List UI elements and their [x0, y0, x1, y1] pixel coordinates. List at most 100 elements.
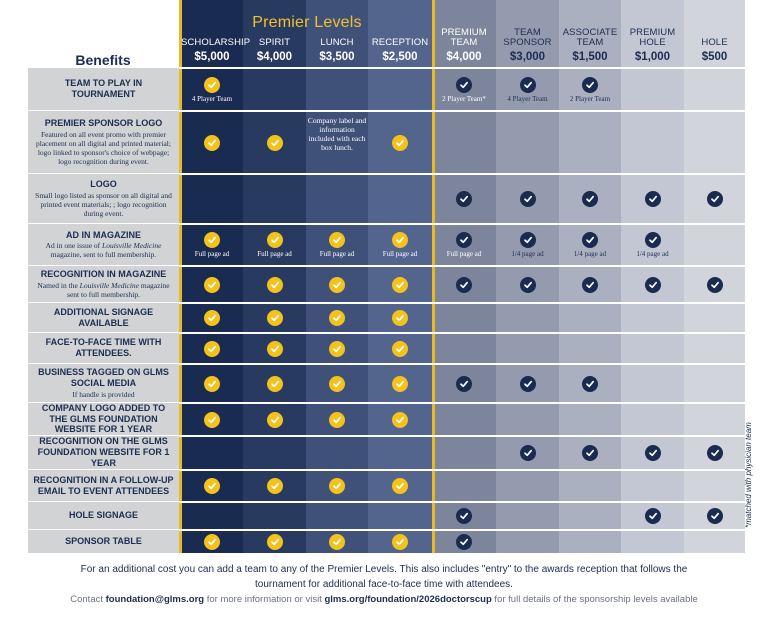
benefit-cell: HOLE SIGNAGE: [28, 502, 179, 529]
check-icon: [204, 134, 220, 151]
benefit-title: LOGO: [90, 179, 117, 190]
check-icon: [392, 534, 408, 550]
check-icon: [329, 232, 345, 248]
benefit-cell: LOGO Small logo listed as sponsor on all …: [28, 174, 179, 223]
check-icon: [519, 276, 536, 293]
row-divider: [28, 501, 745, 503]
check-icon: [329, 375, 345, 392]
benefit-description: If handle is provided: [72, 389, 135, 399]
benefit-cell: ADDITIONAL SIGNAGE AVAILABLE: [28, 303, 179, 332]
check-caption: 2 Player Team: [569, 94, 611, 103]
check-caption: 4 Player Team: [507, 94, 548, 103]
check-icon: [329, 534, 345, 550]
row-divider: [28, 265, 745, 267]
check-caption: Full page ad: [257, 250, 292, 258]
check-icon: [329, 310, 345, 326]
benefit-title: RECOGNITION IN A FOLLOW-UP EMAIL TO EVEN…: [33, 474, 174, 496]
column-name: RECEPTION: [371, 37, 429, 48]
column-header: SCHOLARSHIP $5,000: [181, 37, 251, 63]
column-header: ASSOCIATE TEAM $1,500: [559, 28, 621, 63]
check-icon: [204, 232, 220, 248]
check-icon: [392, 232, 408, 248]
row-divider: [28, 435, 745, 437]
check-icon: [204, 411, 220, 428]
contact-middle: for more information or visit: [204, 594, 325, 605]
check-caption: 1/4 page ad: [511, 250, 544, 258]
check-icon: [644, 276, 661, 293]
check-icon: [456, 534, 472, 550]
benefit-description: Featured on all event promo with premier…: [36, 129, 171, 166]
column-name: ASSOCIATE TEAM: [562, 27, 618, 48]
check-icon: [329, 340, 345, 357]
column-header: SPIRIT $4,000: [243, 38, 306, 63]
check-icon: [582, 191, 598, 207]
check-icon: [644, 191, 661, 207]
benefit-cell: FACE-TO-FACE TIME WITH ATTENDEES.: [28, 333, 179, 363]
check-icon: [519, 445, 536, 461]
column-name: SCHOLARSHIP: [181, 37, 251, 48]
check-icon: [204, 276, 220, 293]
column-price: $5,000: [194, 50, 230, 63]
check-icon: [519, 191, 536, 207]
check-icon: [582, 76, 598, 93]
benefit-title: HOLE SIGNAGE: [68, 510, 138, 521]
check-icon: [329, 276, 345, 293]
check-caption: Full page ad: [382, 250, 418, 258]
check-icon: [456, 276, 472, 293]
contact-email-link[interactable]: foundation@glms.org: [105, 594, 205, 605]
check-caption: Full page ad: [319, 250, 355, 258]
column-price: $4,000: [446, 50, 482, 63]
check-icon: [644, 508, 661, 524]
column-name: SPIRIT: [258, 37, 291, 48]
column-name: PREMIUM HOLE: [629, 27, 676, 48]
check-icon: [392, 276, 408, 293]
benefit-cell: RECOGNITION IN MAGAZINE Named in the Loui…: [28, 266, 179, 302]
check-icon: [582, 375, 598, 392]
check-caption: 2 Player Team*: [442, 94, 486, 103]
column-name: PREMIUM TEAM: [441, 27, 487, 48]
column-header: HOLE $500: [684, 38, 745, 63]
check-icon: [266, 411, 283, 428]
benefit-title: RECOGNITION ON THE GLMS FOUNDATION WEBSI…: [37, 436, 170, 468]
row-divider: [28, 110, 745, 112]
benefit-title: TEAM TO PLAY IN TOURNAMENT: [64, 78, 143, 99]
column-price: $2,500: [382, 50, 418, 63]
check-icon: [644, 232, 661, 248]
benefit-title: BUSINESS TAGGED ON GLMS SOCIAL MEDIA: [38, 367, 169, 388]
check-icon: [329, 478, 345, 494]
row-divider: [28, 332, 745, 334]
benefit-title: RECOGNITION IN MAGAZINE: [40, 269, 167, 280]
physician-team-note: *matched with physician team: [744, 422, 753, 528]
check-icon: [329, 411, 345, 428]
check-icon: [204, 340, 220, 357]
check-icon: [392, 478, 408, 494]
check-icon: [266, 534, 283, 550]
check-icon: [582, 276, 598, 293]
website-link[interactable]: glms.org/foundation/2026doctorscup: [324, 594, 492, 605]
check-icon: [456, 508, 472, 524]
check-caption: Full page ad: [194, 250, 230, 258]
premier-divider-line: [432, 0, 435, 554]
check-icon: [706, 508, 723, 524]
column-price: $1,500: [572, 50, 608, 63]
row-divider: [28, 223, 745, 225]
benefit-title: SPONSOR TABLE: [65, 536, 142, 547]
check-icon: [456, 232, 472, 248]
column-header: LUNCH $3,500: [306, 38, 368, 63]
benefit-cell: RECOGNITION ON THE GLMS FOUNDATION WEBSI…: [28, 436, 179, 469]
row-divider: [28, 363, 745, 365]
column-header: PREMIUM HOLE $1,000: [621, 28, 684, 63]
check-icon: [519, 76, 536, 93]
row-divider: [28, 553, 745, 555]
benefit-title: PREMIER SPONSOR LOGO: [44, 118, 163, 129]
benefit-cell: RECOGNITION IN A FOLLOW-UP EMAIL TO EVEN…: [28, 470, 179, 501]
column-price: $4,000: [256, 50, 293, 63]
check-icon: [266, 276, 283, 293]
check-icon: [392, 310, 408, 326]
check-icon: [266, 340, 283, 357]
benefit-description: Named in the Louisville Medicine magazin…: [37, 280, 170, 299]
check-icon: [392, 340, 408, 357]
check-icon: [266, 134, 283, 151]
column-name: LUNCH: [320, 37, 354, 48]
contact-prefix: Contact: [70, 594, 106, 605]
